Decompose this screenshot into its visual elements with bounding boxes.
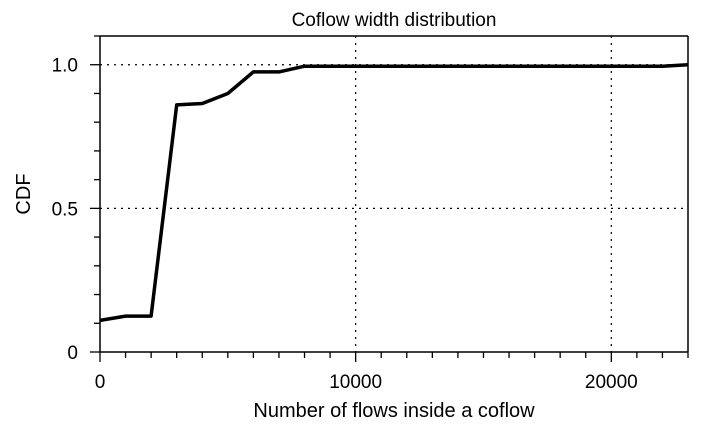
y-axis-label: CDF bbox=[13, 173, 35, 214]
cdf-line bbox=[99, 62, 689, 323]
y-tick-label: 1.0 bbox=[52, 56, 78, 77]
grid-lines bbox=[100, 36, 688, 352]
x-tick-label: 10000 bbox=[329, 372, 382, 393]
axis-ticks bbox=[90, 35, 689, 362]
plot-frame bbox=[99, 35, 689, 353]
x-tick-label: 0 bbox=[95, 372, 106, 393]
tick-labels: 0 10000 20000 0 0.5 1.0 bbox=[52, 56, 638, 393]
x-axis-label: Number of flows inside a coflow bbox=[253, 400, 535, 422]
y-tick-label: 0 bbox=[67, 343, 78, 364]
y-tick-label: 0.5 bbox=[52, 199, 78, 220]
x-tick-label: 20000 bbox=[585, 372, 638, 393]
chart-title: Coflow width distribution bbox=[292, 10, 497, 31]
